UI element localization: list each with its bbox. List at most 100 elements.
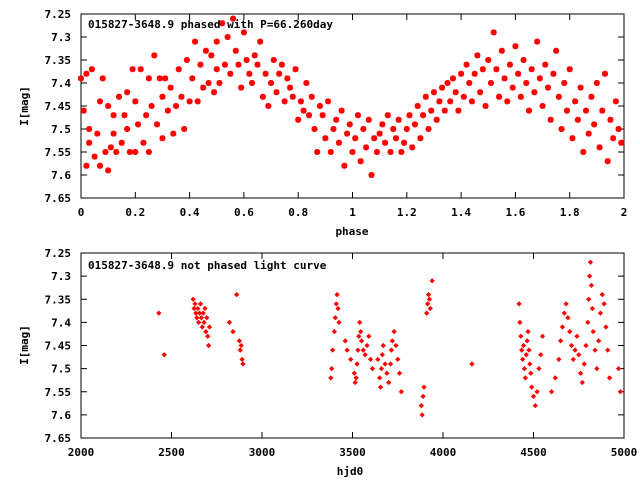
phased-data-point [268, 80, 275, 86]
phased-data-point [167, 84, 174, 91]
phased-data-point [536, 75, 543, 82]
unphased-data-point [567, 329, 573, 335]
unphased-data-point [615, 366, 622, 372]
unphased-data-point [521, 366, 528, 372]
unphased-data-point [333, 301, 339, 307]
unphased-data-point [190, 296, 196, 302]
unphased-x-tick-label: 2500 [158, 446, 185, 459]
unphased-data-point [534, 389, 540, 395]
unphased-data-point [335, 305, 341, 312]
unphased-data-point [364, 342, 370, 349]
unphased-data-point [367, 356, 374, 362]
unphased-data-point [530, 393, 537, 399]
unphased-x-tick-label: 3000 [249, 446, 276, 459]
phased-x-axis-label: phase [335, 225, 368, 238]
phased-data-point [151, 52, 158, 59]
phased-data-point [485, 57, 492, 63]
unphased-data-point [196, 319, 202, 325]
phased-data-point [327, 149, 334, 155]
phased-data-point [322, 135, 329, 142]
phased-data-point [159, 93, 166, 100]
unphased-data-point [377, 375, 383, 381]
phased-data-point [610, 135, 617, 142]
phased-data-point [498, 47, 505, 54]
unphased-data-point [583, 342, 589, 349]
unphased-x-axis: 2000 2500 3000 3500 4000 4500 5000 [68, 253, 637, 459]
phased-data-points [78, 15, 625, 178]
phased-data-point [455, 107, 462, 114]
phased-data-point [572, 98, 579, 105]
phased-data-point [588, 93, 595, 100]
unphased-data-point [574, 333, 580, 339]
phased-y-tick-label: 7.45 [45, 100, 72, 113]
phased-data-point [338, 107, 345, 114]
unphased-data-point [577, 370, 584, 376]
phased-data-point [107, 144, 114, 151]
unphased-data-point [597, 310, 604, 316]
unphased-data-point [603, 324, 609, 330]
phased-data-point [360, 126, 367, 132]
phased-data-point [561, 80, 568, 86]
unphased-data-point [556, 356, 562, 362]
phased-y-tick-label: 7.35 [45, 54, 72, 67]
unphased-data-point [520, 342, 527, 349]
phased-data-point [200, 84, 207, 91]
unphased-data-point [380, 342, 386, 349]
phased-x-tick-label: 1 [349, 206, 356, 219]
phased-data-point [208, 52, 215, 59]
phased-data-point [349, 149, 356, 155]
phased-data-point [441, 107, 448, 114]
unphased-data-point [419, 412, 425, 418]
unphased-light-curve-chart: 7.25 7.3 7.35 7.4 7.45 7.5 7.55 7.6 7.65 2000 250… [18, 247, 637, 478]
unphased-data-point [581, 361, 587, 367]
unphased-data-point [589, 305, 595, 312]
phased-data-point [487, 80, 494, 86]
unphased-y-tick-label: 7.5 [51, 363, 71, 376]
phased-data-point [235, 61, 242, 68]
unphased-data-point [579, 379, 585, 386]
phased-data-point [262, 70, 269, 77]
phased-data-point [346, 121, 353, 128]
phased-data-point [86, 139, 93, 146]
phased-data-point [227, 70, 234, 77]
phased-data-point [281, 98, 288, 105]
phased-data-point [384, 112, 391, 119]
phased-data-point [357, 158, 364, 165]
phased-data-point [382, 139, 389, 146]
unphased-data-point [352, 379, 358, 386]
unphased-data-point [377, 384, 384, 390]
unphased-data-point [357, 319, 363, 325]
phased-data-point [137, 66, 144, 73]
unphased-data-point [528, 370, 534, 376]
unphased-data-point [354, 361, 360, 367]
unphased-data-point [559, 324, 566, 330]
phased-data-point [232, 47, 239, 54]
unphased-data-point [424, 310, 430, 316]
phased-data-point [566, 66, 573, 73]
unphased-data-point [396, 370, 403, 376]
unphased-data-point [522, 375, 528, 381]
phased-x-tick-label: 2 [621, 206, 628, 219]
phased-data-point [224, 34, 231, 40]
phased-data-point [395, 116, 402, 123]
phased-data-point [436, 98, 443, 105]
unphased-data-point [331, 329, 338, 335]
unphased-data-point [384, 370, 390, 376]
unphased-data-point [226, 319, 233, 325]
phased-y-tick-label: 7.25 [45, 8, 72, 21]
unphased-data-point [599, 292, 605, 298]
phased-data-point [422, 93, 429, 100]
phased-data-point [542, 61, 549, 68]
phased-data-point [213, 38, 220, 45]
phased-data-point [580, 149, 587, 155]
unphased-data-point [239, 356, 245, 362]
phased-data-point [192, 38, 199, 45]
unphased-data-point [386, 379, 392, 386]
unphased-data-point [586, 273, 593, 279]
phased-data-point [517, 93, 524, 100]
phased-data-point [547, 116, 554, 123]
unphased-data-point [230, 329, 236, 335]
unphased-data-point [378, 366, 385, 372]
unphased-data-point [240, 361, 246, 367]
phased-data-point [175, 66, 182, 73]
